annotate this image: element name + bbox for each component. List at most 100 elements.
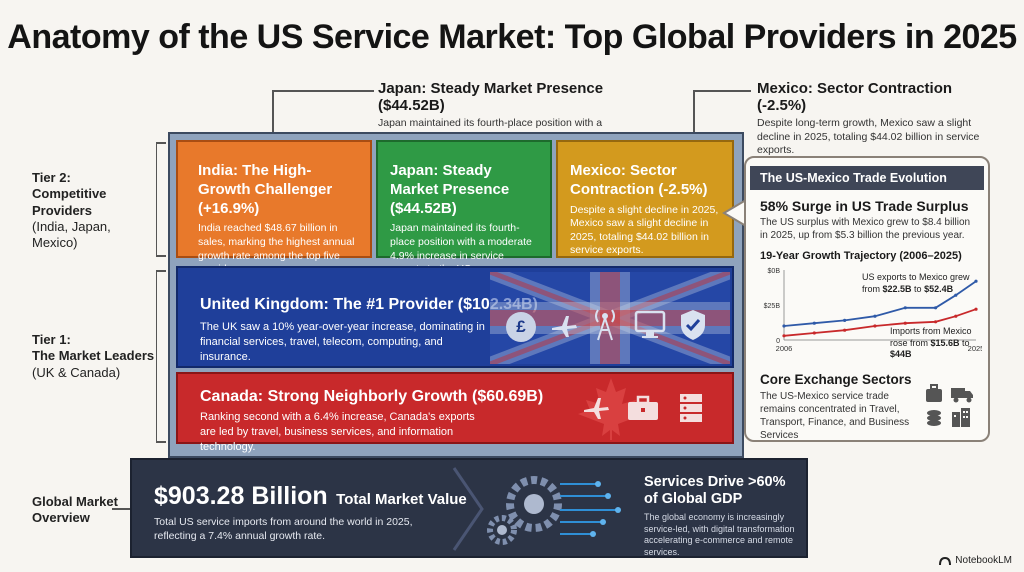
exports-from: $22.5B — [882, 283, 912, 294]
tier2-sub: (India, Japan, Mexico) — [32, 218, 111, 250]
mexico-text: Despite a slight decline in 2025, Mexico… — [570, 203, 719, 257]
japan-callout-leader — [272, 90, 374, 92]
pound-icon: £ — [506, 312, 536, 342]
imports-note-b: rose from — [890, 337, 931, 348]
global-leader — [112, 508, 130, 510]
chart-point — [873, 314, 877, 318]
imports-note: Imports from Mexico rose from $15.6B to … — [890, 326, 988, 361]
japan-title: Japan: Steady Market Presence ($44.52B) — [390, 162, 510, 217]
tier1-sub: (UK & Canada) — [32, 364, 121, 380]
chart-x-tick-label: 2006 — [776, 344, 793, 353]
truck-icon — [951, 388, 973, 403]
briefcase-icon — [628, 395, 658, 420]
exports-note-b: from — [862, 283, 883, 294]
global-text: Total US service imports from around the… — [154, 516, 413, 542]
tier1-bracket-bottom — [156, 441, 166, 443]
chart-point — [933, 306, 938, 310]
page-title: Anatomy of the US Service Market: Top Gl… — [7, 18, 1017, 56]
chart-series-line-2 — [783, 308, 977, 337]
gdp-title: Services Drive >60% of Global GDP — [644, 474, 786, 508]
uk-text: The UK saw a 10% year-over-year increase… — [200, 321, 485, 363]
total-market-value: $903.28 Billion — [154, 482, 328, 510]
chart-point — [974, 279, 978, 283]
chart-title: 19-Year Growth Trajectory (2006–2025) — [760, 250, 962, 262]
global-line2: Overview — [32, 510, 90, 526]
gdp-text: The global economy is increasingly servi… — [644, 512, 795, 558]
mexico-callout-text: Despite long-term growth, Mexico saw a s… — [757, 117, 980, 157]
tier1-line1: Tier 1: — [32, 332, 71, 347]
exports-note: US exports to Mexico grew from $22.5B to… — [862, 272, 980, 295]
airplane-icon — [584, 398, 609, 419]
chart-point — [954, 293, 958, 297]
total-market-label: Total Market Value — [336, 491, 467, 508]
chart-point — [782, 334, 786, 338]
tier2-bracket — [156, 142, 157, 256]
us-mexico-panel: The US-Mexico Trade Evolution 58% Surge … — [744, 156, 990, 442]
coins-icon — [927, 410, 941, 426]
sectors-title: Core Exchange Sectors — [760, 372, 912, 387]
tier1-bracket-top — [156, 270, 166, 272]
gears-graphic — [452, 467, 621, 551]
uk-title: United Kingdom: The #1 Provider ($102.34… — [200, 296, 538, 313]
brand-name: NotebookLM — [955, 555, 1012, 566]
chart-y-tick-label: $0B — [768, 268, 781, 275]
japan-callout-leader-v — [272, 90, 274, 136]
sectors-text: The US-Mexico service trade remains conc… — [760, 391, 910, 441]
sidebar-pointer — [722, 199, 747, 227]
imports-note-a: Imports from Mexico — [890, 326, 972, 336]
japan-callout-title: Japan: Steady Market Presence ($44.52B) — [378, 80, 604, 114]
tier2-line1: Tier 2: — [32, 170, 71, 185]
mexico-callout-leader — [693, 90, 751, 92]
chart-point — [954, 314, 958, 318]
india-box: India: The High-Growth Challenger (+16.9… — [176, 140, 372, 275]
imports-to-word: to — [959, 337, 970, 348]
chart-series-line-1 — [783, 280, 977, 327]
luggage-icon — [926, 384, 942, 402]
exports-to-word: to — [911, 283, 925, 294]
antenna-icon — [595, 309, 615, 341]
server-icon — [680, 394, 702, 422]
chart-point — [903, 306, 907, 310]
buildings-icon — [952, 408, 970, 427]
canada-title: Canada: Strong Neighborly Growth ($60.69… — [200, 388, 544, 405]
india-title: India: The High-Growth Challenger (+16.9… — [198, 162, 333, 217]
mexico-box: Mexico: Sector Contraction (-2.5%) Despi… — [556, 140, 734, 258]
mexico-callout: Mexico: Sector Contraction (-2.5%) Despi… — [757, 80, 987, 158]
imports-from: $15.6B — [930, 337, 960, 348]
chart-point — [843, 318, 847, 322]
surplus-title: 58% Surge in US Trade Surplus — [760, 198, 969, 214]
shield-icon — [681, 310, 705, 340]
tier1-line2: The Market Leaders — [32, 348, 155, 364]
maple-leaf-graphic — [578, 378, 644, 440]
chart-point — [812, 331, 816, 335]
tier2-line2: Competitive — [32, 186, 107, 202]
chart-point — [974, 307, 978, 311]
chart-point — [843, 328, 847, 332]
exports-to: $52.4B — [924, 283, 954, 294]
notebooklm-logo-icon — [939, 556, 952, 565]
exports-note-a: US exports to Mexico grew — [862, 272, 970, 282]
airplane-icon — [552, 316, 577, 337]
imports-to: $44B — [890, 349, 912, 360]
mexico-callout-title: Mexico: Sector Contraction (-2.5%) — [757, 80, 953, 114]
canada-text: Ranking second with a 6.4% increase, Can… — [200, 411, 475, 453]
global-label: Global Market Overview — [32, 494, 132, 527]
chart-point — [903, 321, 907, 325]
chart-y-tick-label: $25B — [764, 303, 781, 310]
panel-header: The US-Mexico Trade Evolution — [750, 166, 984, 190]
chart-point — [933, 320, 938, 324]
surplus-text: The US surplus with Mexico grew to $8.4 … — [760, 217, 971, 241]
tier1-bracket — [156, 270, 157, 442]
tier2-line3: Providers — [32, 202, 92, 218]
global-overview: $903.28 Billion Total Market Value Total… — [130, 458, 808, 558]
tier2-bracket-bottom — [156, 255, 166, 257]
chart-y-tick-label: 0 — [776, 338, 780, 345]
chart-point — [812, 321, 816, 325]
chart-x-tick-label: 2025 — [968, 344, 982, 353]
global-value-line: $903.28 Billion Total Market Value — [154, 482, 467, 511]
japan-box: Japan: Steady Market Presence ($44.52B) … — [376, 140, 552, 275]
monitor-icon — [634, 310, 666, 338]
tier2-bracket-top — [156, 142, 166, 144]
chart-point — [873, 324, 877, 328]
